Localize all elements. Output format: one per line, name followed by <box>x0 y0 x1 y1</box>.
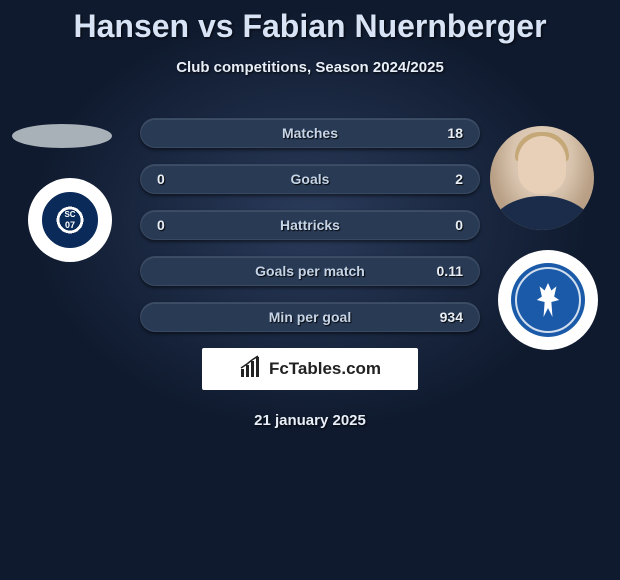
club-left-text-top: SC <box>64 211 75 219</box>
stat-value-left: 0 <box>157 217 187 233</box>
stat-label: Hattricks <box>187 217 433 233</box>
stat-value-right: 2 <box>433 171 463 187</box>
stat-row: 0 Hattricks 0 <box>140 210 480 240</box>
club-badge-left: SC 07 <box>28 178 112 262</box>
club-left-text-num: 07 <box>65 221 75 230</box>
club-badge-left-inner: SC 07 <box>42 192 98 248</box>
stat-value-right: 0 <box>433 217 463 233</box>
stat-value-right: 934 <box>433 309 463 325</box>
player-right-photo <box>490 126 594 230</box>
stat-value-right: 0.11 <box>433 263 463 279</box>
stat-row: Min per goal 934 <box>140 302 480 332</box>
stat-row: Goals per match 0.11 <box>140 256 480 286</box>
date-text: 21 january 2025 <box>0 412 620 429</box>
brand-name: FcTables.com <box>269 359 381 379</box>
club-badge-right <box>498 250 598 350</box>
club-badge-right-inner <box>511 263 585 337</box>
stat-value-left: 0 <box>157 171 187 187</box>
stat-row: 0 Goals 2 <box>140 164 480 194</box>
stats-list: Matches 18 0 Goals 2 0 Hattricks 0 Goals… <box>140 118 480 332</box>
subtitle: Club competitions, Season 2024/2025 <box>0 59 620 76</box>
player-right-face <box>518 136 566 194</box>
stat-label: Goals per match <box>187 263 433 279</box>
club-right-lily-icon <box>534 283 562 317</box>
brand-chart-icon <box>239 355 263 384</box>
stat-row: Matches 18 <box>140 118 480 148</box>
player-right-shoulders <box>490 196 594 230</box>
stat-label: Goals <box>187 171 433 187</box>
stat-value-right: 18 <box>433 125 463 141</box>
stat-label: Min per goal <box>187 309 433 325</box>
stat-label: Matches <box>187 125 433 141</box>
brand-banner[interactable]: FcTables.com <box>202 348 418 390</box>
player-left-silhouette <box>12 124 112 148</box>
page-title: Hansen vs Fabian Nuernberger <box>0 0 620 45</box>
